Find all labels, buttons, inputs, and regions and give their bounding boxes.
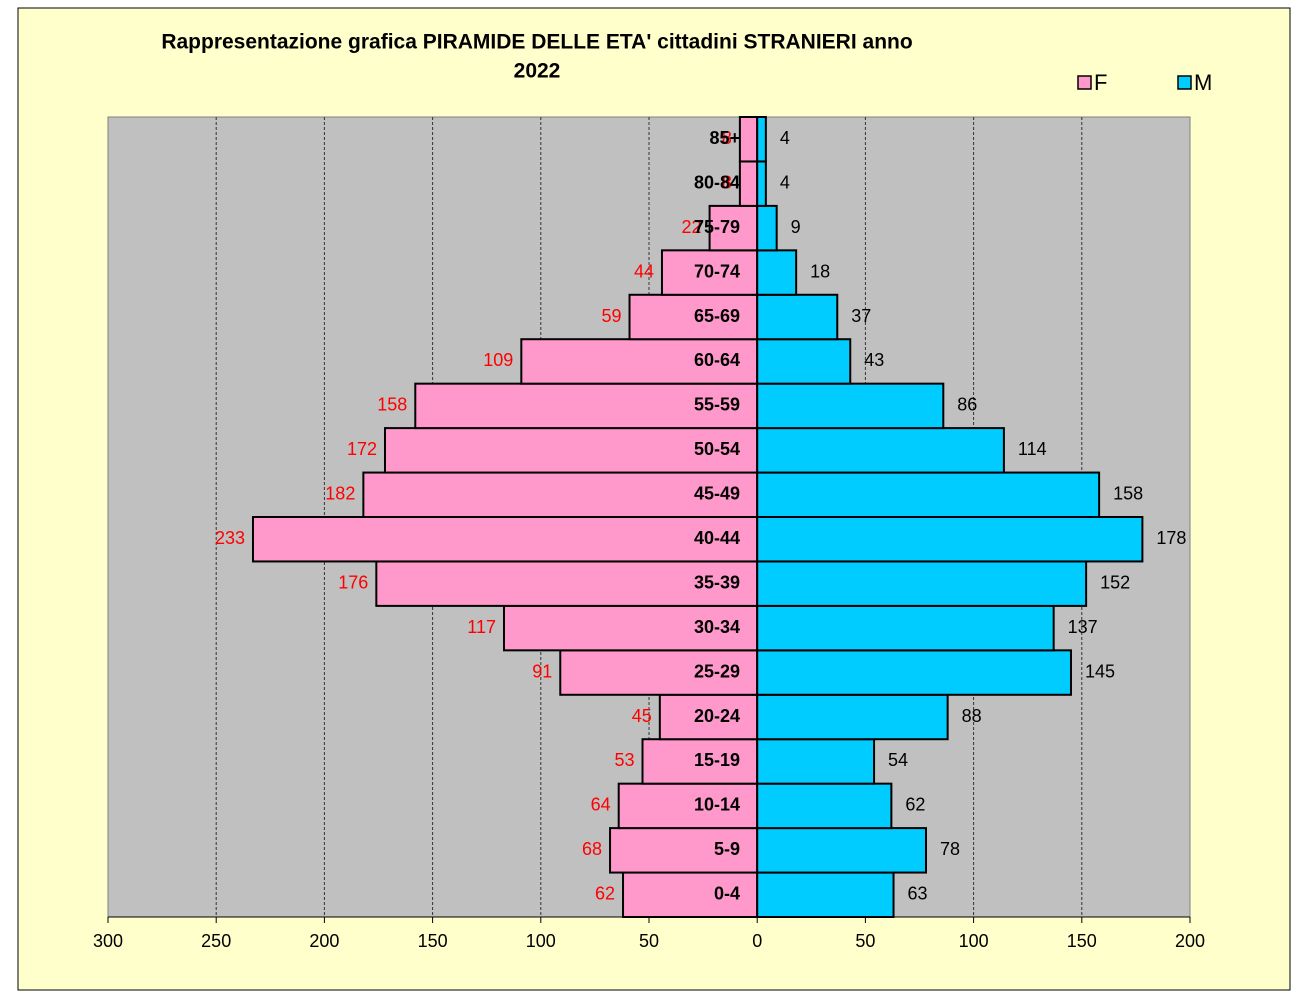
value-label: 64	[591, 795, 611, 815]
category-label: 80-84	[694, 172, 740, 192]
value-label: 4	[780, 128, 790, 148]
value-label: 45	[632, 706, 652, 726]
x-tick-label: 150	[1067, 931, 1097, 951]
bar	[756, 382, 945, 430]
bar	[738, 116, 759, 163]
bar	[628, 293, 759, 341]
value-label: 145	[1085, 661, 1115, 681]
category-label: 65-69	[694, 306, 740, 326]
chart-title: 2022	[514, 60, 561, 83]
category-label: 35-39	[694, 572, 740, 592]
value-label: 9	[791, 217, 801, 237]
bar	[383, 427, 759, 474]
value-label: 62	[905, 795, 925, 815]
bar	[756, 516, 1144, 563]
bar	[756, 160, 767, 207]
category-label: 20-24	[694, 706, 740, 726]
x-tick-label: 200	[309, 931, 339, 951]
bar	[756, 560, 1088, 607]
value-label: 53	[614, 750, 634, 770]
category-label: 5-9	[714, 839, 740, 859]
value-label: 176	[338, 572, 368, 592]
value-label: 22	[682, 217, 702, 237]
x-tick-label: 150	[418, 931, 448, 951]
value-label: 4	[780, 172, 790, 192]
legend-label: M	[1194, 70, 1212, 95]
bar	[251, 516, 759, 563]
bar	[738, 160, 759, 207]
value-label: 18	[810, 261, 830, 281]
category-label: 70-74	[694, 261, 740, 281]
bar	[756, 693, 949, 741]
bar	[756, 116, 767, 163]
x-tick-label: 50	[639, 931, 659, 951]
x-tick-label: 250	[201, 931, 231, 951]
value-label: 43	[864, 350, 884, 370]
value-label: 91	[532, 661, 552, 681]
category-label: 85+	[709, 128, 740, 148]
x-tick-label: 100	[526, 931, 556, 951]
bar	[414, 382, 759, 430]
bar	[375, 560, 759, 607]
category-label: 50-54	[694, 439, 740, 459]
chart-title: Rappresentazione grafica PIRAMIDE DELLE …	[161, 31, 912, 54]
value-label: 86	[957, 395, 977, 415]
category-label: 25-29	[694, 661, 740, 681]
bar	[756, 738, 876, 785]
value-label: 114	[1018, 439, 1047, 459]
category-label: 55-59	[694, 395, 740, 415]
category-label: 10-14	[694, 795, 740, 815]
bar	[756, 427, 1005, 474]
category-label: 45-49	[694, 484, 740, 504]
category-label: 75-79	[694, 217, 740, 237]
value-label: 44	[634, 261, 654, 281]
value-label: 37	[851, 306, 871, 326]
value-label: 78	[940, 839, 960, 859]
value-label: 62	[595, 884, 615, 904]
bar	[756, 827, 927, 874]
legend-label: F	[1094, 70, 1107, 95]
bar	[756, 293, 839, 341]
category-label: 40-44	[694, 528, 740, 548]
value-label: 59	[601, 306, 621, 326]
x-tick-label: 50	[855, 931, 875, 951]
bar	[660, 249, 759, 296]
value-label: 158	[377, 395, 407, 415]
value-label: 63	[908, 884, 928, 904]
category-label: 60-64	[694, 350, 740, 370]
value-label: 8	[722, 172, 732, 192]
value-label: 117	[467, 617, 496, 637]
value-label: 172	[347, 439, 377, 459]
x-tick-label: 300	[93, 931, 123, 951]
bar	[756, 249, 798, 296]
value-label: 88	[962, 706, 982, 726]
value-label: 152	[1100, 572, 1130, 592]
value-label: 8	[722, 128, 732, 148]
bar	[756, 649, 1072, 696]
value-label: 54	[888, 750, 908, 770]
x-tick-label: 100	[959, 931, 989, 951]
x-tick-label: 200	[1175, 931, 1205, 951]
value-label: 182	[325, 484, 355, 504]
value-label: 178	[1156, 528, 1186, 548]
category-label: 15-19	[694, 750, 740, 770]
value-label: 233	[215, 528, 245, 548]
x-tick-label: 0	[752, 931, 762, 951]
bar	[756, 338, 852, 385]
value-label: 158	[1113, 484, 1143, 504]
category-label: 0-4	[714, 884, 740, 904]
legend-swatch	[1077, 75, 1092, 90]
bar	[756, 782, 893, 830]
bar	[756, 204, 778, 252]
bar	[641, 738, 759, 785]
category-label: 30-34	[694, 617, 740, 637]
bar	[756, 471, 1101, 518]
bar	[756, 871, 895, 918]
value-label: 137	[1068, 617, 1098, 637]
value-label: 109	[483, 350, 513, 370]
value-label: 68	[582, 839, 602, 859]
legend-swatch	[1177, 75, 1192, 90]
bar	[756, 604, 1055, 652]
